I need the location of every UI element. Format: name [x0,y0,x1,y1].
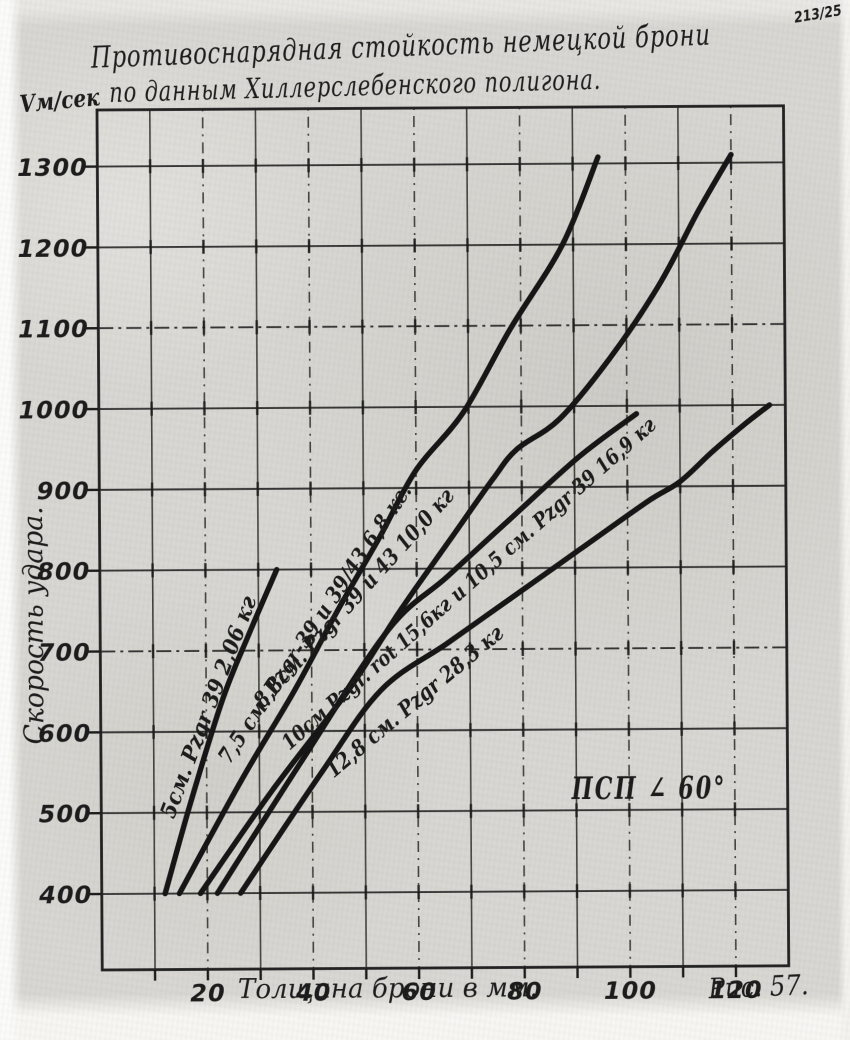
y-tick-label-500: 500 [39,800,92,828]
y-tick-label-1200: 1200 [17,234,88,262]
gridline-h-500 [101,809,787,813]
gridline-v-40 [308,109,313,969]
corner-note: 213/25 [793,1,843,27]
gridline-h-1300 [97,162,783,166]
y-tick-label-1000: 1000 [18,396,89,424]
gridline-v-90 [572,107,577,967]
y-tick-label-400: 400 [38,881,92,909]
gridline-h-1000 [99,405,785,409]
y-axis-unit-label: Vм/сек [18,82,101,118]
gridline-h-1100 [98,324,784,328]
x-tick-label-20: 20 [190,979,226,1007]
angle-annotation: ПСП ∠ 60° [571,770,727,807]
x-tick-label-100: 100 [604,977,657,1005]
figure-caption: Рис. 57. [707,968,809,1005]
gridline-v-120 [731,106,736,966]
y-tick-label-1300: 1300 [17,154,88,182]
y-tick-label-900: 900 [37,477,90,505]
y-tick-label-1100: 1100 [18,315,89,343]
chart-title-line1: Противоснарядная стойкость немецкой брон… [90,18,712,76]
gridline-h-800 [100,567,786,571]
gridline-v-10 [150,110,155,970]
gridline-v-70 [467,108,472,968]
gridline-v-110 [678,106,683,966]
gridline-v-30 [255,109,260,969]
x-axis-title: Толщина брони в мм. [238,972,538,1005]
y-axis-title: Скорость удара. [18,506,50,744]
gridline-v-100 [625,107,630,967]
